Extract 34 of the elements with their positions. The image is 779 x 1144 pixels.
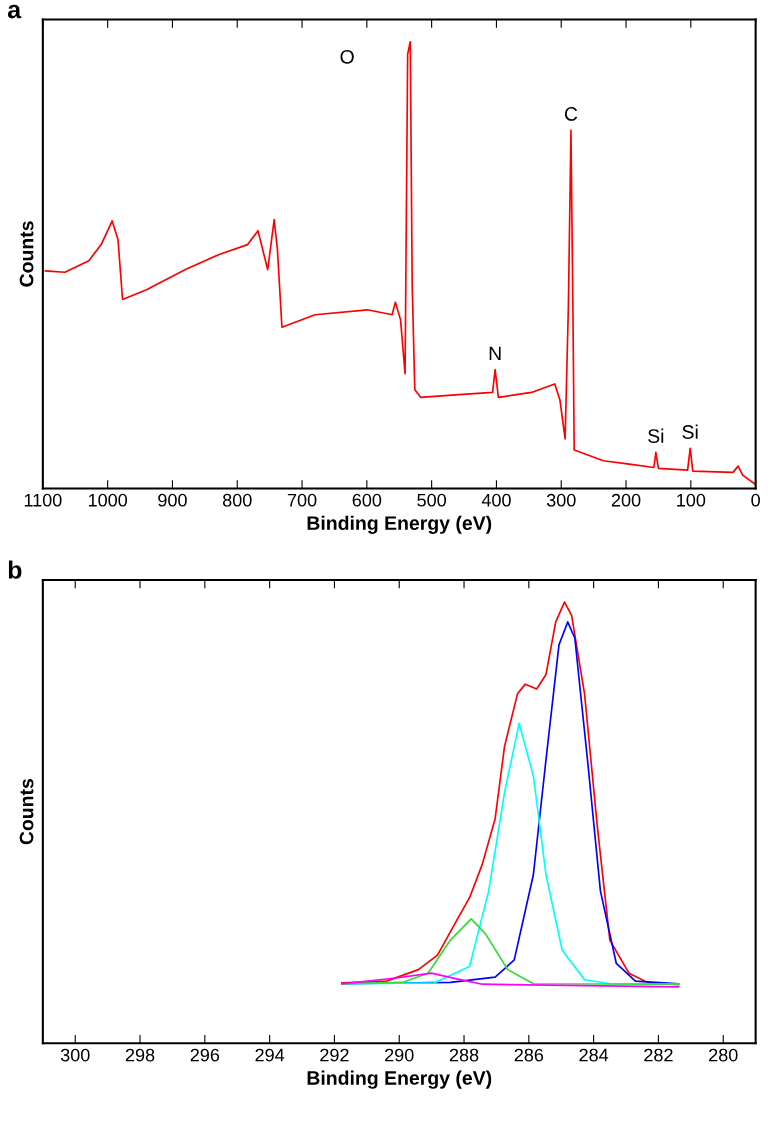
x-tick-label: 500 [417, 493, 446, 507]
annotation: O [340, 49, 354, 64]
x-tick-label: 400 [481, 493, 511, 507]
x-tick-label: 100 [677, 493, 706, 507]
x-tick-label: 800 [222, 493, 252, 507]
x-axis-title: Binding Energy (eV) [307, 515, 492, 534]
x-tick-label: 286 [514, 1048, 544, 1062]
x-tick-label: 0 [751, 493, 760, 507]
y-axis-title: Counts [19, 778, 34, 845]
x-tick-label: 298 [125, 1048, 155, 1062]
x-tick-label: 1100 [24, 493, 62, 507]
annotation: Si [648, 428, 664, 443]
x-tick-label: 282 [644, 1048, 673, 1062]
x-tick-label: 300 [546, 493, 576, 507]
x-axis-title: Binding Energy (eV) [307, 1070, 492, 1089]
annotation: C [564, 107, 578, 121]
annotation: Si [682, 424, 698, 439]
annotation: N [489, 346, 501, 361]
x-tick-label: 600 [352, 493, 382, 507]
x-tick-label: 300 [60, 1048, 90, 1062]
chart-title: a [7, 4, 22, 19]
x-tick-label: 296 [190, 1048, 220, 1062]
x-tick-label: 1000 [88, 493, 128, 507]
y-axis-title: Counts [19, 221, 34, 287]
x-tick-label: 292 [320, 1048, 349, 1062]
x-tick-label: 284 [579, 1048, 609, 1062]
x-tick-label: 294 [255, 1048, 285, 1062]
x-tick-label: 290 [385, 1048, 414, 1062]
x-tick-label: 288 [449, 1048, 479, 1062]
chart-title: b [8, 560, 22, 579]
x-tick-label: 200 [611, 493, 641, 507]
x-tick-label: 900 [158, 493, 187, 507]
x-tick-label: 280 [709, 1048, 738, 1062]
x-tick-label: 700 [287, 493, 317, 507]
